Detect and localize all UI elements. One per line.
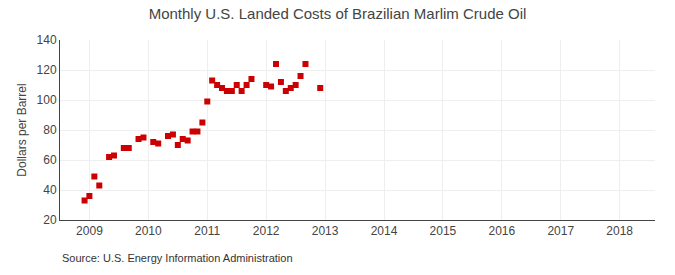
svg-text:140: 140 [37, 33, 57, 47]
svg-text:2018: 2018 [606, 224, 633, 238]
svg-text:2011: 2011 [194, 224, 220, 238]
svg-text:2010: 2010 [135, 224, 162, 238]
svg-text:Monthly U.S. Landed Costs of B: Monthly U.S. Landed Costs of Brazilian M… [149, 5, 527, 22]
svg-text:2016: 2016 [488, 224, 515, 238]
svg-text:100: 100 [37, 93, 57, 107]
svg-text:Dollars per Barrel: Dollars per Barrel [15, 83, 29, 176]
svg-text:2013: 2013 [312, 224, 339, 238]
svg-text:40: 40 [43, 183, 57, 197]
svg-text:2009: 2009 [76, 224, 103, 238]
svg-text:120: 120 [37, 63, 57, 77]
svg-text:20: 20 [43, 213, 57, 227]
svg-text:Source: U.S. Energy Informatio: Source: U.S. Energy Information Administ… [62, 252, 293, 264]
svg-text:80: 80 [43, 123, 57, 137]
svg-text:2012: 2012 [253, 224, 280, 238]
svg-text:2015: 2015 [430, 224, 457, 238]
svg-text:2017: 2017 [547, 224, 574, 238]
svg-text:60: 60 [43, 153, 57, 167]
svg-text:2014: 2014 [371, 224, 398, 238]
